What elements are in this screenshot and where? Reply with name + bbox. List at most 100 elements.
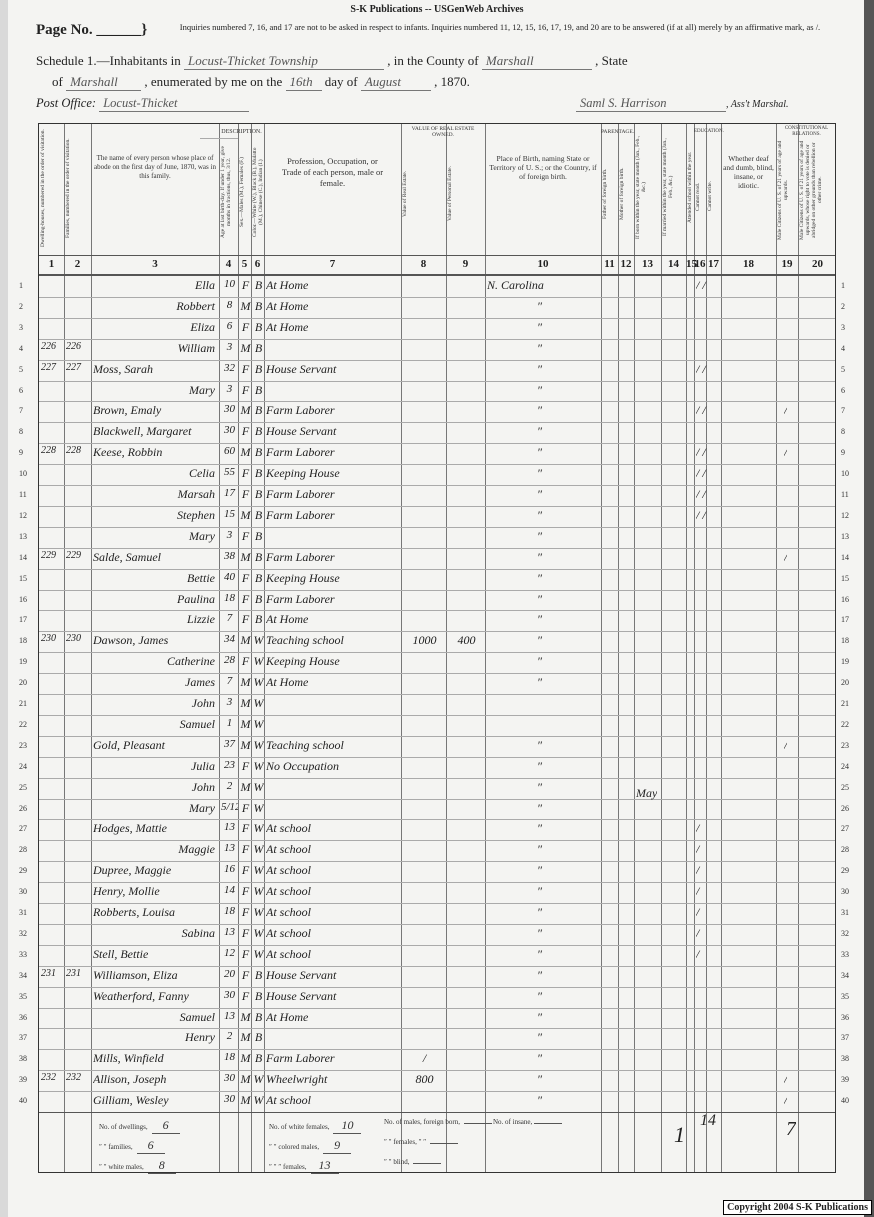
row-number: 8 (841, 427, 845, 437)
age: 30 (224, 424, 235, 437)
color: B (254, 424, 263, 439)
sex: F (241, 884, 250, 899)
color: W (253, 946, 264, 961)
occupation: House Servant (266, 988, 337, 1003)
real-estate-value: / (422, 1051, 427, 1066)
column-divider (219, 124, 220, 1172)
sex: M (240, 1009, 251, 1024)
family-number: 226 (66, 340, 81, 352)
footer-white-males: ″ ″ white males, 8 (99, 1158, 176, 1174)
birthplace: ″ (537, 591, 542, 606)
color: B (254, 1051, 263, 1066)
header-divider (39, 255, 835, 256)
family-number: 230 (66, 633, 81, 645)
color: W (253, 696, 264, 710)
row-divider (39, 819, 835, 821)
age: 8 (226, 298, 233, 311)
year-label: , 1870. (434, 74, 470, 89)
birthplace: ″ (537, 905, 542, 919)
sex: M (240, 403, 251, 418)
age: 34 (224, 633, 235, 646)
column-number: 12 (620, 258, 632, 270)
column-number: 2 (74, 258, 81, 270)
education-mark: / (696, 925, 700, 940)
column-number: 13 (642, 258, 653, 270)
age: 1 (226, 716, 233, 729)
occupation: Farm Laborer (266, 403, 335, 418)
footer-value (413, 1163, 442, 1164)
page-no-text: Page No. (36, 22, 93, 38)
row-number: 13 (841, 531, 849, 541)
person-name: Stephen (177, 507, 215, 522)
sex: F (241, 925, 250, 940)
occupation: At school (266, 946, 311, 961)
occupation: At school (266, 842, 311, 857)
county-label: , in the County of (387, 53, 479, 68)
column-divider (238, 124, 239, 1172)
age: 55 (224, 466, 235, 479)
footer-label: No. of dwellings, (99, 1123, 148, 1131)
occupation: At school (266, 925, 311, 940)
color: W (253, 1072, 264, 1087)
age: 30 (224, 403, 235, 416)
instructions: Inquiries numbered 7, 16, and 17 are not… (179, 22, 821, 32)
age: 17 (224, 487, 235, 499)
sex: M (240, 340, 251, 355)
column-number: 8 (420, 258, 427, 270)
age: 12 (224, 946, 235, 959)
sex: M (240, 298, 251, 313)
column-header-10: Place of Birth, naming State or Territor… (489, 154, 597, 181)
row-number: 3 (841, 322, 845, 332)
column-divider (485, 124, 486, 1172)
footer-label: No. of white females, (269, 1123, 330, 1131)
person-name: Gold, Pleasant (93, 737, 165, 752)
footer-label: ″ ″ females, ″ ″ (384, 1138, 427, 1146)
color: W (253, 821, 264, 836)
census-table: Dwelling-houses, numbered in the order o… (19, 123, 849, 1174)
column-number: 3 (152, 258, 158, 270)
row-number: 33 (841, 949, 849, 959)
marshal-label: , Ass't Marshal. (726, 99, 789, 110)
row-divider (39, 359, 835, 361)
occupation: Keeping House (266, 654, 340, 669)
row-number: 17 (841, 615, 849, 625)
birthplace: ″ (537, 319, 542, 334)
age: 18 (224, 905, 235, 917)
row-divider (39, 610, 835, 612)
enumeration-line: of Marshall , enumerated by me on the 16… (52, 74, 470, 91)
column-number: 6 (254, 258, 261, 270)
row-divider (39, 401, 835, 403)
color: B (254, 967, 263, 982)
birthplace: ″ (537, 528, 542, 543)
row-number: 34 (841, 970, 849, 980)
footer-foreign-males: No. of males, foreign born, (384, 1118, 493, 1126)
row-number: 8 (19, 427, 23, 437)
birthplace: ″ (537, 424, 542, 439)
column-header-3: The name of every person whose place of … (94, 154, 216, 180)
footer-label: ″ ″ colored males, (269, 1143, 320, 1151)
sex: M (240, 633, 251, 648)
copyright-notice: Copyright 2004 S-K Publications (723, 1200, 872, 1215)
state-label: , State (595, 53, 628, 68)
occupation: At school (266, 1093, 311, 1108)
row-number: 25 (19, 782, 27, 792)
age: 13 (224, 842, 235, 855)
total-col15: 1 (674, 1122, 685, 1147)
footer-divider (39, 1112, 835, 1113)
person-name: Allison, Joseph (93, 1072, 167, 1087)
person-name: Gilliam, Wesley (93, 1093, 169, 1108)
sex: M (240, 779, 251, 794)
person-name: Salde, Samuel (93, 549, 161, 564)
occupation: Farm Laborer (266, 591, 335, 606)
column-number: 17 (708, 258, 719, 270)
description-header: Description. (221, 129, 262, 135)
row-number: 33 (19, 949, 27, 959)
age: 18 (224, 591, 235, 604)
sex: F (241, 758, 250, 773)
birthplace: ″ (537, 382, 542, 397)
row-number: 20 (841, 678, 849, 688)
person-name: Dawson, James (93, 633, 169, 648)
sex: F (241, 361, 250, 376)
occupation: At school (266, 821, 311, 836)
person-name: James (185, 675, 215, 690)
